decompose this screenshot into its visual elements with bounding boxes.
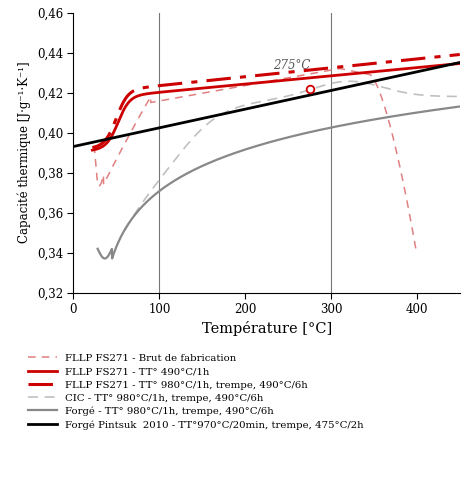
Legend: FLLP FS271 - Brut de fabrication, FLLP FS271 - TT° 490°C/1h, FLLP FS271 - TT° 98: FLLP FS271 - Brut de fabrication, FLLP F… xyxy=(28,354,364,430)
Y-axis label: Capacité thermique [J·g⁻¹·K⁻¹]: Capacité thermique [J·g⁻¹·K⁻¹] xyxy=(18,62,31,244)
X-axis label: Température [°C]: Température [°C] xyxy=(201,322,332,336)
Text: 275°C: 275°C xyxy=(273,58,311,71)
